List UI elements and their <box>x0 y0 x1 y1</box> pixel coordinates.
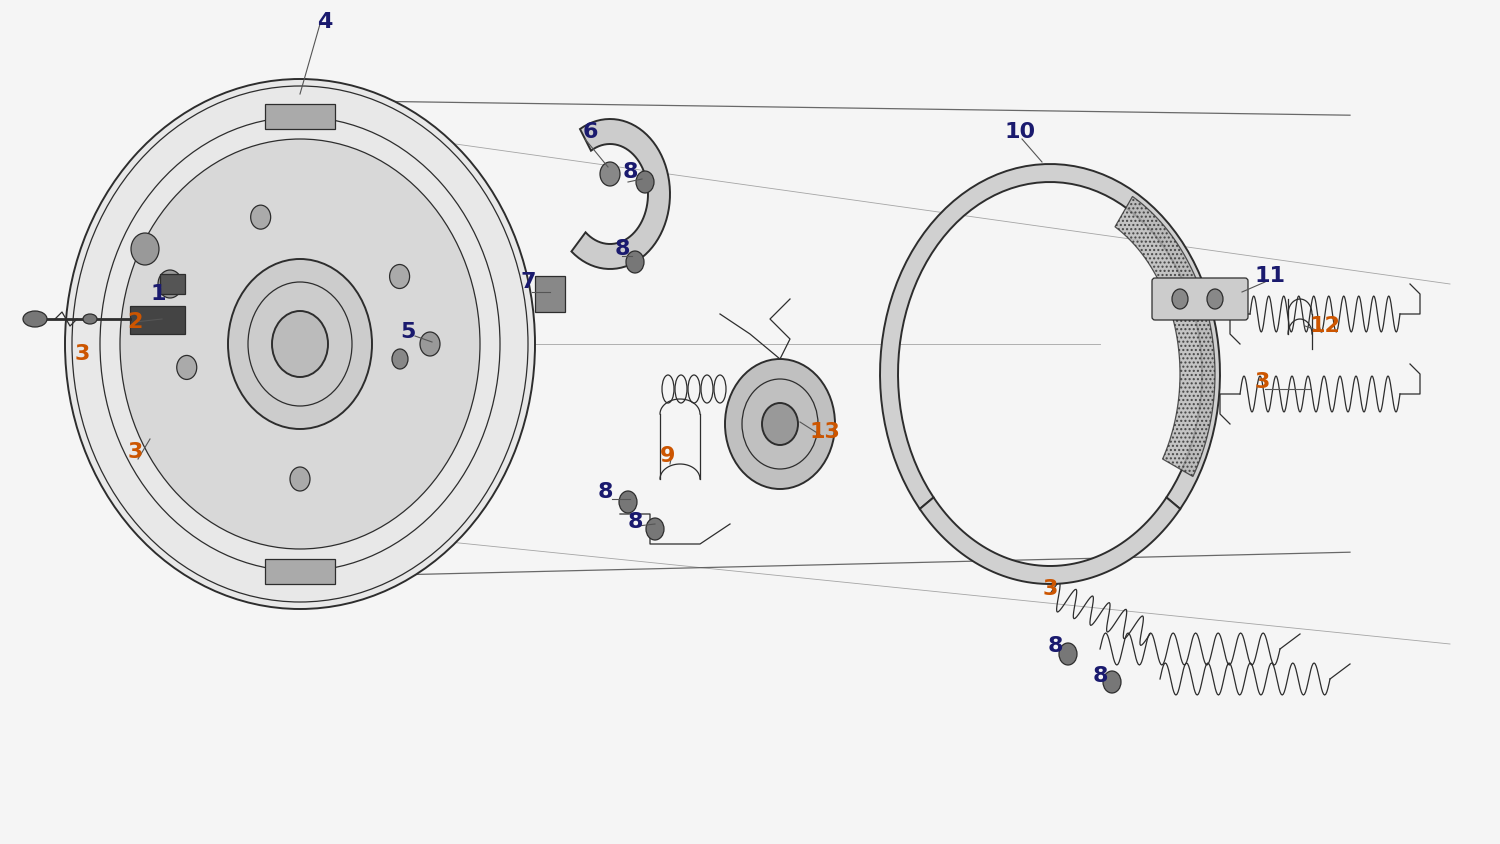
Polygon shape <box>266 559 334 584</box>
Text: 9: 9 <box>660 446 675 466</box>
Text: 8: 8 <box>1092 666 1107 686</box>
Text: 7: 7 <box>520 272 536 292</box>
Text: 3: 3 <box>128 442 142 462</box>
Text: 3: 3 <box>1254 372 1269 392</box>
Text: 8: 8 <box>1047 636 1062 656</box>
Text: 3: 3 <box>75 344 90 364</box>
Ellipse shape <box>22 311 46 327</box>
Ellipse shape <box>82 314 98 324</box>
Text: 5: 5 <box>400 322 416 342</box>
Ellipse shape <box>626 251 644 273</box>
Ellipse shape <box>724 359 836 489</box>
Text: 3: 3 <box>1042 579 1058 599</box>
Ellipse shape <box>290 467 310 491</box>
Ellipse shape <box>1059 643 1077 665</box>
Text: 11: 11 <box>1254 266 1286 286</box>
Polygon shape <box>266 104 334 129</box>
Text: 12: 12 <box>1310 316 1341 336</box>
Text: 6: 6 <box>582 122 597 142</box>
Text: 1: 1 <box>150 284 166 304</box>
Ellipse shape <box>64 79 536 609</box>
Ellipse shape <box>228 259 372 429</box>
Text: 8: 8 <box>597 482 612 502</box>
Ellipse shape <box>177 355 197 380</box>
Polygon shape <box>536 276 566 312</box>
Ellipse shape <box>251 205 270 229</box>
Ellipse shape <box>762 403 798 445</box>
Ellipse shape <box>636 171 654 193</box>
Ellipse shape <box>620 491 638 513</box>
FancyBboxPatch shape <box>1152 278 1248 320</box>
Ellipse shape <box>130 233 159 265</box>
Polygon shape <box>1114 197 1215 477</box>
Text: 4: 4 <box>318 12 333 32</box>
Ellipse shape <box>646 518 664 540</box>
Ellipse shape <box>1102 671 1120 693</box>
Polygon shape <box>880 164 1220 509</box>
Ellipse shape <box>158 270 182 298</box>
Ellipse shape <box>392 349 408 369</box>
Polygon shape <box>130 306 184 334</box>
Ellipse shape <box>1172 289 1188 309</box>
Text: 8: 8 <box>614 239 630 259</box>
Text: 2: 2 <box>128 312 142 332</box>
Polygon shape <box>920 497 1180 584</box>
Ellipse shape <box>272 311 328 377</box>
Ellipse shape <box>600 162 619 186</box>
Ellipse shape <box>390 264 410 289</box>
Text: 8: 8 <box>622 162 638 182</box>
Text: 10: 10 <box>1005 122 1035 142</box>
Polygon shape <box>160 274 184 294</box>
Polygon shape <box>572 119 670 269</box>
Ellipse shape <box>120 139 480 549</box>
Text: 13: 13 <box>810 422 840 442</box>
Text: 8: 8 <box>627 512 642 532</box>
Ellipse shape <box>420 332 440 356</box>
Ellipse shape <box>1208 289 1222 309</box>
